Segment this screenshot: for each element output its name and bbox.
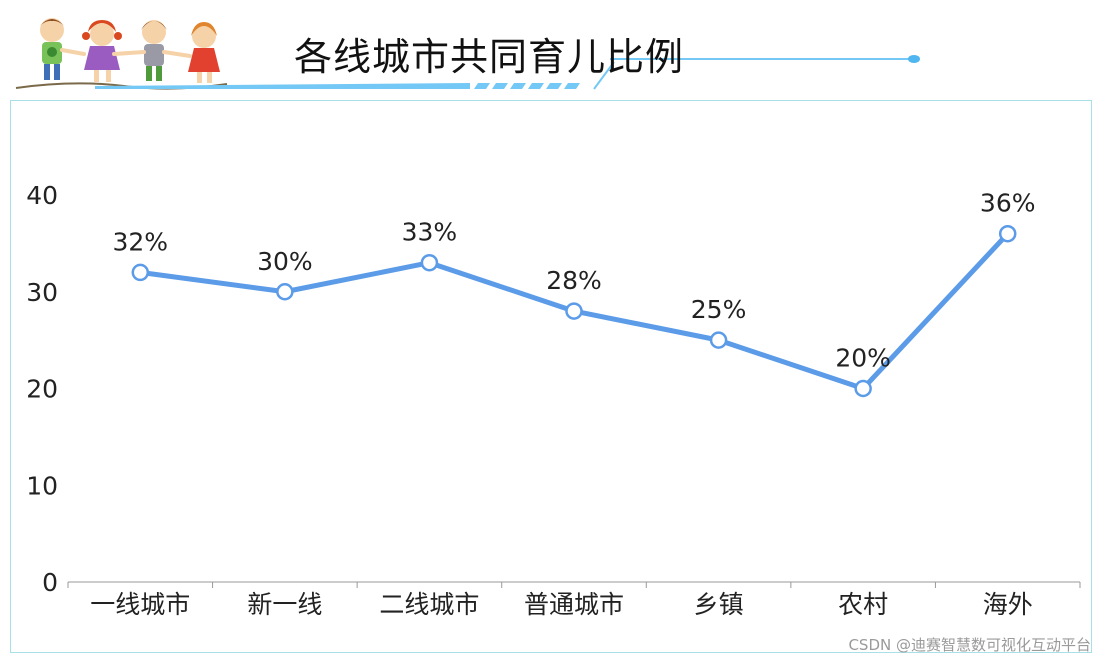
data-label: 36% — [980, 189, 1036, 218]
data-label: 33% — [402, 218, 458, 247]
y-tick-label: 0 — [42, 568, 58, 597]
header: 各线城市共同育儿比例 — [0, 0, 1105, 100]
title-decoration-lines — [95, 55, 920, 90]
x-tick-label: 二线城市 — [379, 590, 479, 619]
data-label: 32% — [112, 227, 168, 256]
x-tick-label: 普通城市 — [524, 590, 624, 619]
y-tick-label: 20 — [26, 375, 58, 404]
data-label: 20% — [835, 344, 891, 373]
data-label: 30% — [257, 247, 313, 276]
y-tick-label: 40 — [26, 181, 58, 210]
x-tick-label: 新一线 — [247, 590, 322, 619]
x-tick-label: 农村 — [838, 590, 888, 619]
data-point — [998, 224, 1017, 243]
page-title: 各线城市共同育儿比例 — [294, 35, 685, 79]
x-tick-label: 海外 — [983, 590, 1033, 619]
watermark: CSDN @迪赛智慧数可视化互动平台 — [848, 636, 1091, 654]
data-label: 28% — [546, 266, 602, 295]
children-illustration-icon — [15, 18, 228, 90]
x-tick-label: 乡镇 — [694, 590, 744, 619]
data-label: 25% — [691, 295, 747, 324]
data-point — [131, 263, 150, 282]
y-tick-label: 30 — [26, 278, 58, 307]
data-point — [276, 283, 294, 301]
chart-panel — [10, 100, 1092, 653]
data-point — [565, 302, 583, 320]
data-point — [420, 253, 439, 272]
data-point — [709, 331, 728, 349]
data-point — [854, 379, 872, 398]
y-tick-label: 10 — [26, 471, 58, 500]
x-tick-label: 一线城市 — [90, 590, 190, 619]
